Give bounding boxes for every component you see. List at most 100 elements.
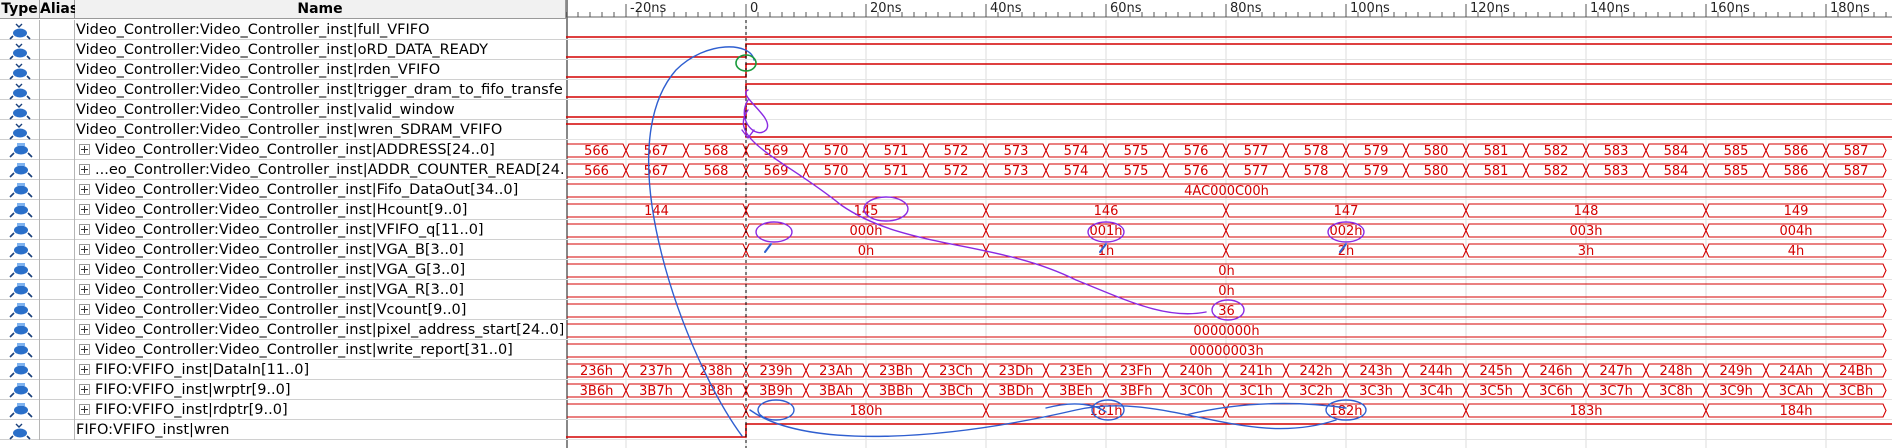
signal-type-cell xyxy=(0,80,40,100)
bus-value-label: 182h xyxy=(1329,404,1362,419)
bus-segment xyxy=(1705,223,1887,238)
signal-row[interactable]: Video_Controller:Video_Controller_inst|V… xyxy=(0,260,566,280)
signal-name: Video_Controller:Video_Controller_inst|F… xyxy=(95,182,519,198)
signal-alias-cell xyxy=(40,200,75,220)
bus-value-label: 3B7h xyxy=(639,384,673,399)
bus-value-label: 3BEh xyxy=(1059,384,1093,399)
signal-row[interactable]: Video_Controller:Video_Controller_inst|V… xyxy=(0,220,566,240)
ink-stroke-purple xyxy=(742,109,1207,315)
signal-type-cell xyxy=(0,160,40,180)
signal-row[interactable]: Video_Controller:Video_Controller_inst|r… xyxy=(0,60,566,80)
ink-circle xyxy=(757,399,795,421)
signal-type-cell xyxy=(0,300,40,320)
bus-value-label: 245h xyxy=(1479,364,1512,379)
signal-alias-cell xyxy=(40,340,75,360)
expand-plus-icon[interactable] xyxy=(79,304,90,315)
signal-alias-cell xyxy=(40,240,75,260)
signal-alias-cell xyxy=(40,380,75,400)
column-header-type[interactable]: Type xyxy=(0,0,40,19)
expand-plus-icon[interactable] xyxy=(79,284,90,295)
output-pin-icon xyxy=(9,103,31,120)
expand-plus-icon[interactable] xyxy=(79,344,90,355)
expand-plus-icon[interactable] xyxy=(79,184,90,195)
signal-type-cell xyxy=(0,280,40,300)
signal-row[interactable]: Video_Controller:Video_Controller_inst|V… xyxy=(0,240,566,260)
expand-plus-icon[interactable] xyxy=(79,364,90,375)
signal-row[interactable]: Video_Controller:Video_Controller_inst|w… xyxy=(0,340,566,360)
expand-plus-icon[interactable] xyxy=(79,144,90,155)
waveform-panel[interactable]: -20ns 0 20ns 40ns 60ns 80ns 100ns 120ns 140ns 160… xyxy=(566,0,1892,448)
bus-value-label: 566 xyxy=(584,144,609,159)
signal-row[interactable]: Video_Controller:Video_Controller_inst|v… xyxy=(0,100,566,120)
bus-value-label: 576 xyxy=(1184,144,1209,159)
bus-output-icon xyxy=(9,283,33,298)
waveform-row: 144 145 146 147 148 149 xyxy=(566,203,1892,220)
output-pin-icon xyxy=(9,83,31,100)
ruler-tick-label: 140ns xyxy=(1590,1,1630,16)
expand-plus-icon[interactable] xyxy=(79,164,90,175)
bus-value-label: 3CBh xyxy=(1839,384,1874,399)
bus-value-label: 246h xyxy=(1539,364,1572,379)
signal-row[interactable]: FIFO:VFIFO_inst|DataIn[11..0] xyxy=(0,360,566,380)
bus-output-icon xyxy=(9,403,33,418)
ruler-tick-label: 0 xyxy=(750,1,758,16)
bus-output-icon xyxy=(9,383,33,398)
signal-row[interactable]: Video_Controller:Video_Controller_inst|o… xyxy=(0,40,566,60)
bus-value-label: 587 xyxy=(1844,144,1869,159)
signal-row[interactable]: Video_Controller:Video_Controller_inst|V… xyxy=(0,280,566,300)
waveform-row: 00000003h xyxy=(566,343,1892,360)
column-header-alias[interactable]: Alias xyxy=(40,0,79,19)
bus-value-label: 582 xyxy=(1544,164,1569,179)
signal-type-cell xyxy=(0,40,40,60)
signal-row[interactable]: Video_Controller:Video_Controller_inst|t… xyxy=(0,80,566,100)
signal-row[interactable]: Video_Controller:Video_Controller_inst|V… xyxy=(0,300,566,320)
bus-value-label: 3BCh xyxy=(939,384,973,399)
signal-row[interactable]: Video_Controller:Video_Controller_inst|F… xyxy=(0,180,566,200)
bus-value-label: 238h xyxy=(699,364,732,379)
bus-value-label: 239h xyxy=(759,364,792,379)
bus-value-label: 3C3h xyxy=(1359,384,1393,399)
bus-value-label: 184h xyxy=(1779,404,1812,419)
bus-value-label: 573 xyxy=(1004,164,1029,179)
expand-plus-icon[interactable] xyxy=(79,224,90,235)
signal-type-cell xyxy=(0,60,40,80)
signal-row[interactable]: Video_Controller:Video_Controller_inst|p… xyxy=(0,320,566,340)
signal-row[interactable]: ...eo_Controller:Video_Controller_inst|A… xyxy=(0,160,566,180)
bus-value-label: 23Bh xyxy=(879,364,913,379)
bus-value-label: 575 xyxy=(1124,144,1149,159)
expand-plus-icon[interactable] xyxy=(79,324,90,335)
signal-name: FIFO:VFIFO_inst|wren xyxy=(76,422,230,438)
signal-row[interactable]: Video_Controller:Video_Controller_inst|H… xyxy=(0,200,566,220)
bus-value-label: 3C1h xyxy=(1239,384,1273,399)
bus-segment xyxy=(1825,143,1887,158)
bus-value-label: 23Fh xyxy=(1120,364,1152,379)
signal-type-cell xyxy=(0,260,40,280)
bus-segment xyxy=(1705,203,1887,218)
signal-row[interactable]: Video_Controller:Video_Controller_inst|f… xyxy=(0,20,566,40)
column-header-name[interactable]: Name xyxy=(75,0,566,19)
bus-output-icon xyxy=(9,203,33,218)
signal-row[interactable]: Video_Controller:Video_Controller_inst|w… xyxy=(0,120,566,140)
signal-alias-cell xyxy=(40,80,75,100)
expand-plus-icon[interactable] xyxy=(79,204,90,215)
expand-plus-icon[interactable] xyxy=(79,244,90,255)
expand-plus-icon[interactable] xyxy=(79,264,90,275)
signal-name: Video_Controller:Video_Controller_inst|V… xyxy=(95,222,484,238)
expand-plus-icon[interactable] xyxy=(79,384,90,395)
bus-value-label: 240h xyxy=(1179,364,1212,379)
expand-plus-icon[interactable] xyxy=(79,404,90,415)
signal-row[interactable]: Video_Controller:Video_Controller_inst|A… xyxy=(0,140,566,160)
signal-row[interactable]: FIFO:VFIFO_inst|wrptr[9..0] xyxy=(0,380,566,400)
signal-row[interactable]: FIFO:VFIFO_inst|rdptr[9..0] xyxy=(0,400,566,420)
bus-value-label: 583 xyxy=(1604,144,1629,159)
signal-name: Video_Controller:Video_Controller_inst|V… xyxy=(95,282,465,298)
bus-value-label: 241h xyxy=(1239,364,1272,379)
bus-value-label: 2h xyxy=(1338,244,1355,259)
signal-name: Video_Controller:Video_Controller_inst|v… xyxy=(76,102,455,118)
bus-output-icon xyxy=(9,263,33,278)
bus-segment xyxy=(567,283,1887,298)
bus-value-label: 566 xyxy=(584,164,609,179)
waveform-row: 180h 181h 182h 183h 184h xyxy=(566,403,1892,420)
bus-output-icon xyxy=(9,363,33,378)
signal-row[interactable]: FIFO:VFIFO_inst|wren xyxy=(0,420,566,440)
